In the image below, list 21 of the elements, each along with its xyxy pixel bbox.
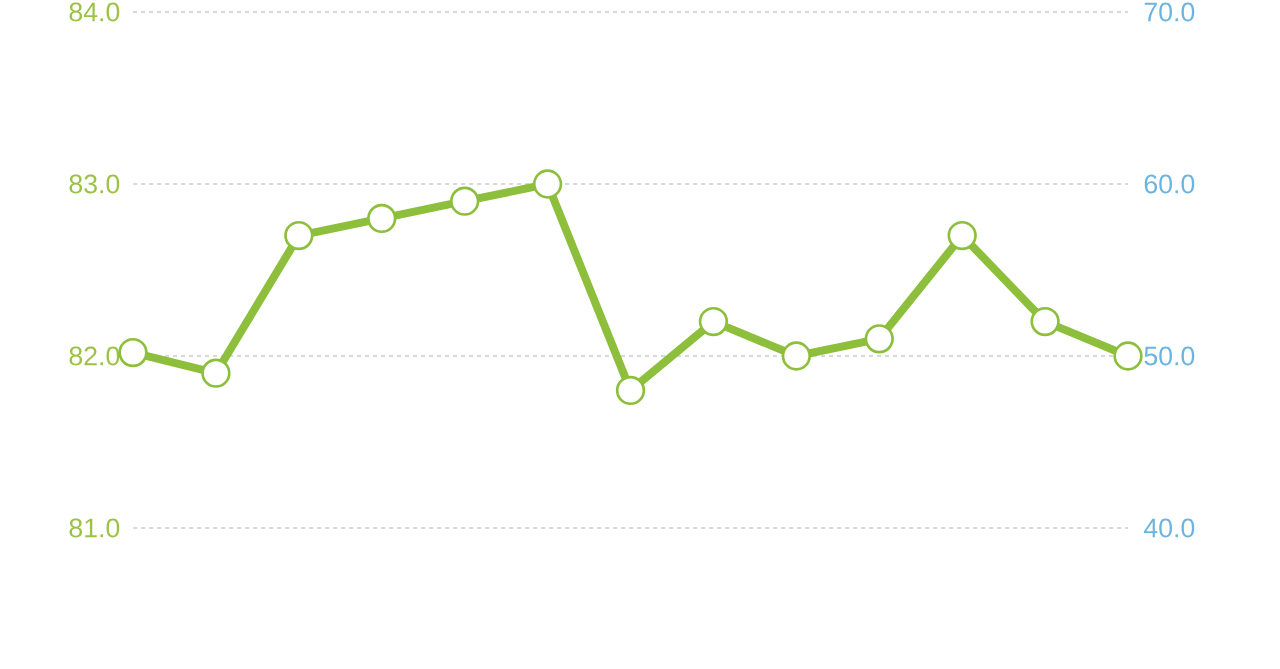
point [201,358,231,388]
point [450,186,480,216]
point [698,306,729,337]
y-tick-label: 82.0 [69,346,120,366]
point [284,220,314,251]
point [864,324,894,354]
y-tick-label: 81.0 [69,518,120,538]
point [615,375,646,406]
y2-tick-label: 50.0 [1144,346,1195,366]
point [118,337,148,368]
y-tick-label: 83.0 [69,174,120,194]
point [781,341,812,371]
y-tick-label: 84.0 [69,2,120,22]
point [1030,306,1060,337]
point [532,169,563,199]
y2-tick-label: 70.0 [1144,2,1195,22]
point [947,220,977,251]
point [367,203,397,234]
point [1113,341,1143,371]
y2-tick-label: 40.0 [1144,518,1195,538]
y2-tick-label: 60.0 [1144,174,1195,194]
